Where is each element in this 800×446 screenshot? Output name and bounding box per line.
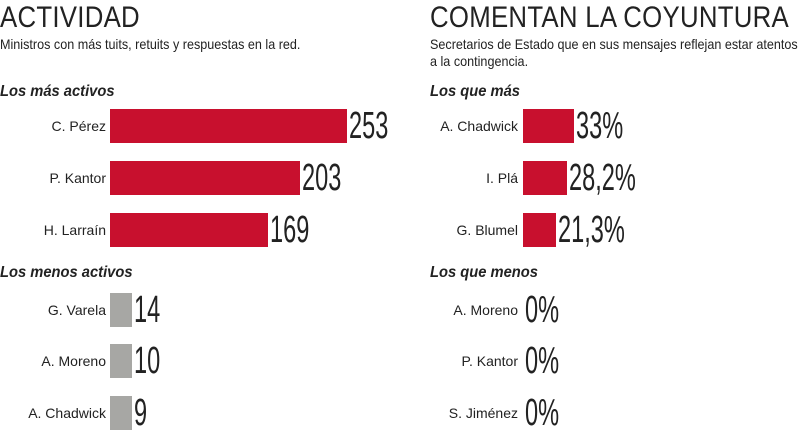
bar-row: P. Kantor 203 (0, 158, 410, 198)
section-title: Los más activos (0, 83, 115, 100)
chart-title: ACTIVIDAD (0, 1, 140, 34)
value-label: 203 (302, 157, 342, 199)
category-label: P. Kantor (461, 353, 518, 369)
bar (523, 213, 556, 247)
bar-row: S. Jiménez 0% (430, 393, 800, 433)
bar-row: G. Blumel 21,3% (430, 210, 800, 250)
bar (523, 109, 574, 143)
bar-row: G. Varela 14 (0, 290, 410, 330)
bar (110, 396, 132, 430)
category-label: S. Jiménez (448, 405, 518, 421)
value-label: 10 (134, 340, 161, 382)
category-label: A. Chadwick (28, 405, 106, 421)
category-label: A. Moreno (453, 302, 518, 318)
bar-row: A. Moreno 10 (0, 341, 410, 381)
bar (110, 109, 347, 143)
chart-subtitle: Secretarios de Estado que en sus mensaje… (430, 36, 798, 69)
value-label: 0% (525, 289, 560, 331)
bar-row: A. Chadwick 33% (430, 106, 800, 146)
value-label: 253 (349, 105, 389, 147)
value-label: 9 (134, 392, 148, 434)
value-label: 0% (525, 392, 560, 434)
value-label: 28,2% (569, 157, 636, 199)
bar (110, 344, 132, 378)
bar-row: A. Chadwick 9 (0, 393, 410, 433)
bar-row: C. Pérez 253 (0, 106, 410, 146)
section-title: Los que menos (430, 264, 538, 281)
category-label: P. Kantor (49, 170, 106, 186)
bar-row: P. Kantor 0% (430, 341, 800, 381)
category-label: I. Plá (486, 170, 518, 186)
value-label: 169 (270, 209, 310, 251)
category-label: H. Larraín (43, 222, 106, 238)
category-label: G. Blumel (456, 222, 518, 238)
bar (110, 293, 132, 327)
chart-subtitle: Ministros con más tuits, retuits y respu… (0, 36, 301, 52)
category-label: A. Chadwick (440, 118, 518, 134)
bar (110, 213, 268, 247)
category-label: A. Moreno (41, 353, 106, 369)
section-title: Los que más (430, 83, 520, 100)
category-label: G. Varela (47, 302, 106, 318)
value-label: 21,3% (558, 209, 625, 251)
bar-row: I. Plá 28,2% (430, 158, 800, 198)
bar-row: A. Moreno 0% (430, 290, 800, 330)
chart-title: COMENTAN LA COYUNTURA (430, 1, 790, 34)
value-label: 0% (525, 340, 560, 382)
chart-actividad: ACTIVIDAD Ministros con más tuits, retuit… (0, 1, 410, 434)
bar (523, 161, 567, 195)
section-title: Los menos activos (0, 264, 133, 281)
chart-comentan-la-coyuntura: COMENTAN LA COYUNTURA Secretarios de Esta… (430, 0, 800, 446)
bar (110, 161, 300, 195)
bar-row: H. Larraín 169 (0, 210, 410, 250)
value-label: 33% (576, 105, 624, 147)
category-label: C. Pérez (51, 118, 106, 134)
value-label: 14 (134, 289, 161, 331)
